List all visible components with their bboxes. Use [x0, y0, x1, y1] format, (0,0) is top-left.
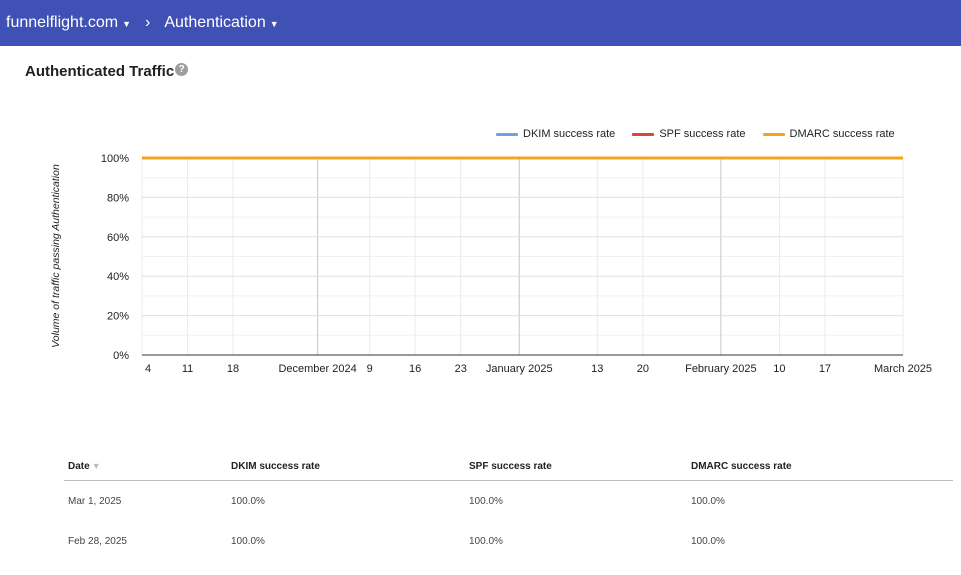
chart-legend: DKIM success rate SPF success rate DMARC… — [496, 128, 895, 140]
legend-label-dkim: DKIM success rate — [523, 128, 616, 140]
x-tick-label: 20 — [637, 363, 649, 375]
legend-swatch-spf — [632, 132, 655, 136]
cell-spf: 100.0% — [469, 495, 503, 507]
legend-swatch-dmarc — [762, 132, 785, 136]
legend-item-dkim[interactable]: DKIM success rate — [496, 128, 615, 140]
domain-label: funnelflight.com — [6, 14, 119, 31]
x-tick-label: 17 — [819, 363, 831, 375]
x-tick-label: March 2025 — [874, 363, 932, 375]
x-tick-label: 9 — [367, 363, 373, 375]
x-tick-label: December 2024 — [278, 363, 356, 375]
legend-item-dmarc[interactable]: DMARC success rate — [762, 128, 895, 140]
caret-down-icon: ▼ — [269, 19, 279, 29]
legend-item-spf[interactable]: SPF success rate — [632, 128, 746, 140]
cell-dkim: 100.0% — [231, 495, 265, 507]
chevron-right-icon: › — [144, 14, 151, 31]
page-title-row: Authenticated Traffic ? — [25, 63, 189, 80]
sort-descending-icon[interactable]: ▼ — [91, 460, 101, 471]
help-icon[interactable]: ? — [175, 63, 189, 76]
x-tick-label: 4 — [145, 363, 151, 375]
table-row: Feb 28, 2025 100.0% 100.0% 100.0% — [64, 521, 953, 561]
y-tick-label: 40% — [107, 271, 129, 283]
y-tick-label: 0% — [113, 350, 129, 362]
column-header-dmarc[interactable]: DMARC success rate — [687, 452, 953, 481]
section-selector[interactable]: Authentication ▼ — [164, 14, 278, 32]
legend-label-spf: SPF success rate — [659, 128, 746, 140]
x-tick-label: 18 — [227, 363, 239, 375]
column-header-spf[interactable]: SPF success rate — [465, 452, 687, 481]
line-chart: 0% 20% 40% 60% 80% 100% 4 11 18 December 2024 9 16 2… — [101, 153, 932, 375]
caret-down-icon: ▼ — [122, 19, 131, 29]
x-tick-label: 10 — [773, 363, 785, 375]
cell-spf: 100.0% — [469, 535, 503, 547]
legend-swatch-dkim — [496, 132, 518, 136]
x-tick-label: 13 — [591, 363, 603, 375]
cell-dmarc: 100.0% — [691, 495, 725, 507]
page-title: Authenticated Traffic — [25, 63, 175, 80]
cell-dkim: 100.0% — [231, 535, 265, 547]
x-tick-label: 11 — [182, 363, 193, 375]
data-table: Date ▼ DKIM success rate SPF success rate… — [64, 452, 953, 561]
x-tick-label: January 2025 — [486, 363, 553, 375]
y-tick-label: 20% — [107, 311, 129, 323]
cell-date: Feb 28, 2025 — [68, 535, 127, 547]
legend-label-dmarc: DMARC success rate — [789, 128, 895, 140]
x-tick-label: 23 — [455, 363, 467, 375]
cell-date: Mar 1, 2025 — [68, 495, 122, 507]
y-tick-label: 80% — [107, 192, 129, 204]
section-label: Authentication — [164, 14, 266, 31]
x-tick-label: February 2025 — [685, 363, 757, 375]
y-tick-label: 60% — [107, 232, 129, 244]
top-app-bar: funnelflight.com ▼ › Authentication ▼ — [0, 0, 961, 46]
cell-dmarc: 100.0% — [691, 535, 725, 547]
x-tick-label: 16 — [409, 363, 421, 375]
y-tick-label: 100% — [101, 153, 129, 165]
table-header-row: Date ▼ DKIM success rate SPF success rate… — [64, 452, 953, 481]
column-header-dkim[interactable]: DKIM success rate — [227, 452, 465, 481]
table-row: Mar 1, 2025 100.0% 100.0% 100.0% — [64, 481, 953, 522]
column-header-date[interactable]: Date ▼ — [64, 452, 227, 481]
domain-selector[interactable]: funnelflight.com ▼ — [6, 14, 131, 32]
